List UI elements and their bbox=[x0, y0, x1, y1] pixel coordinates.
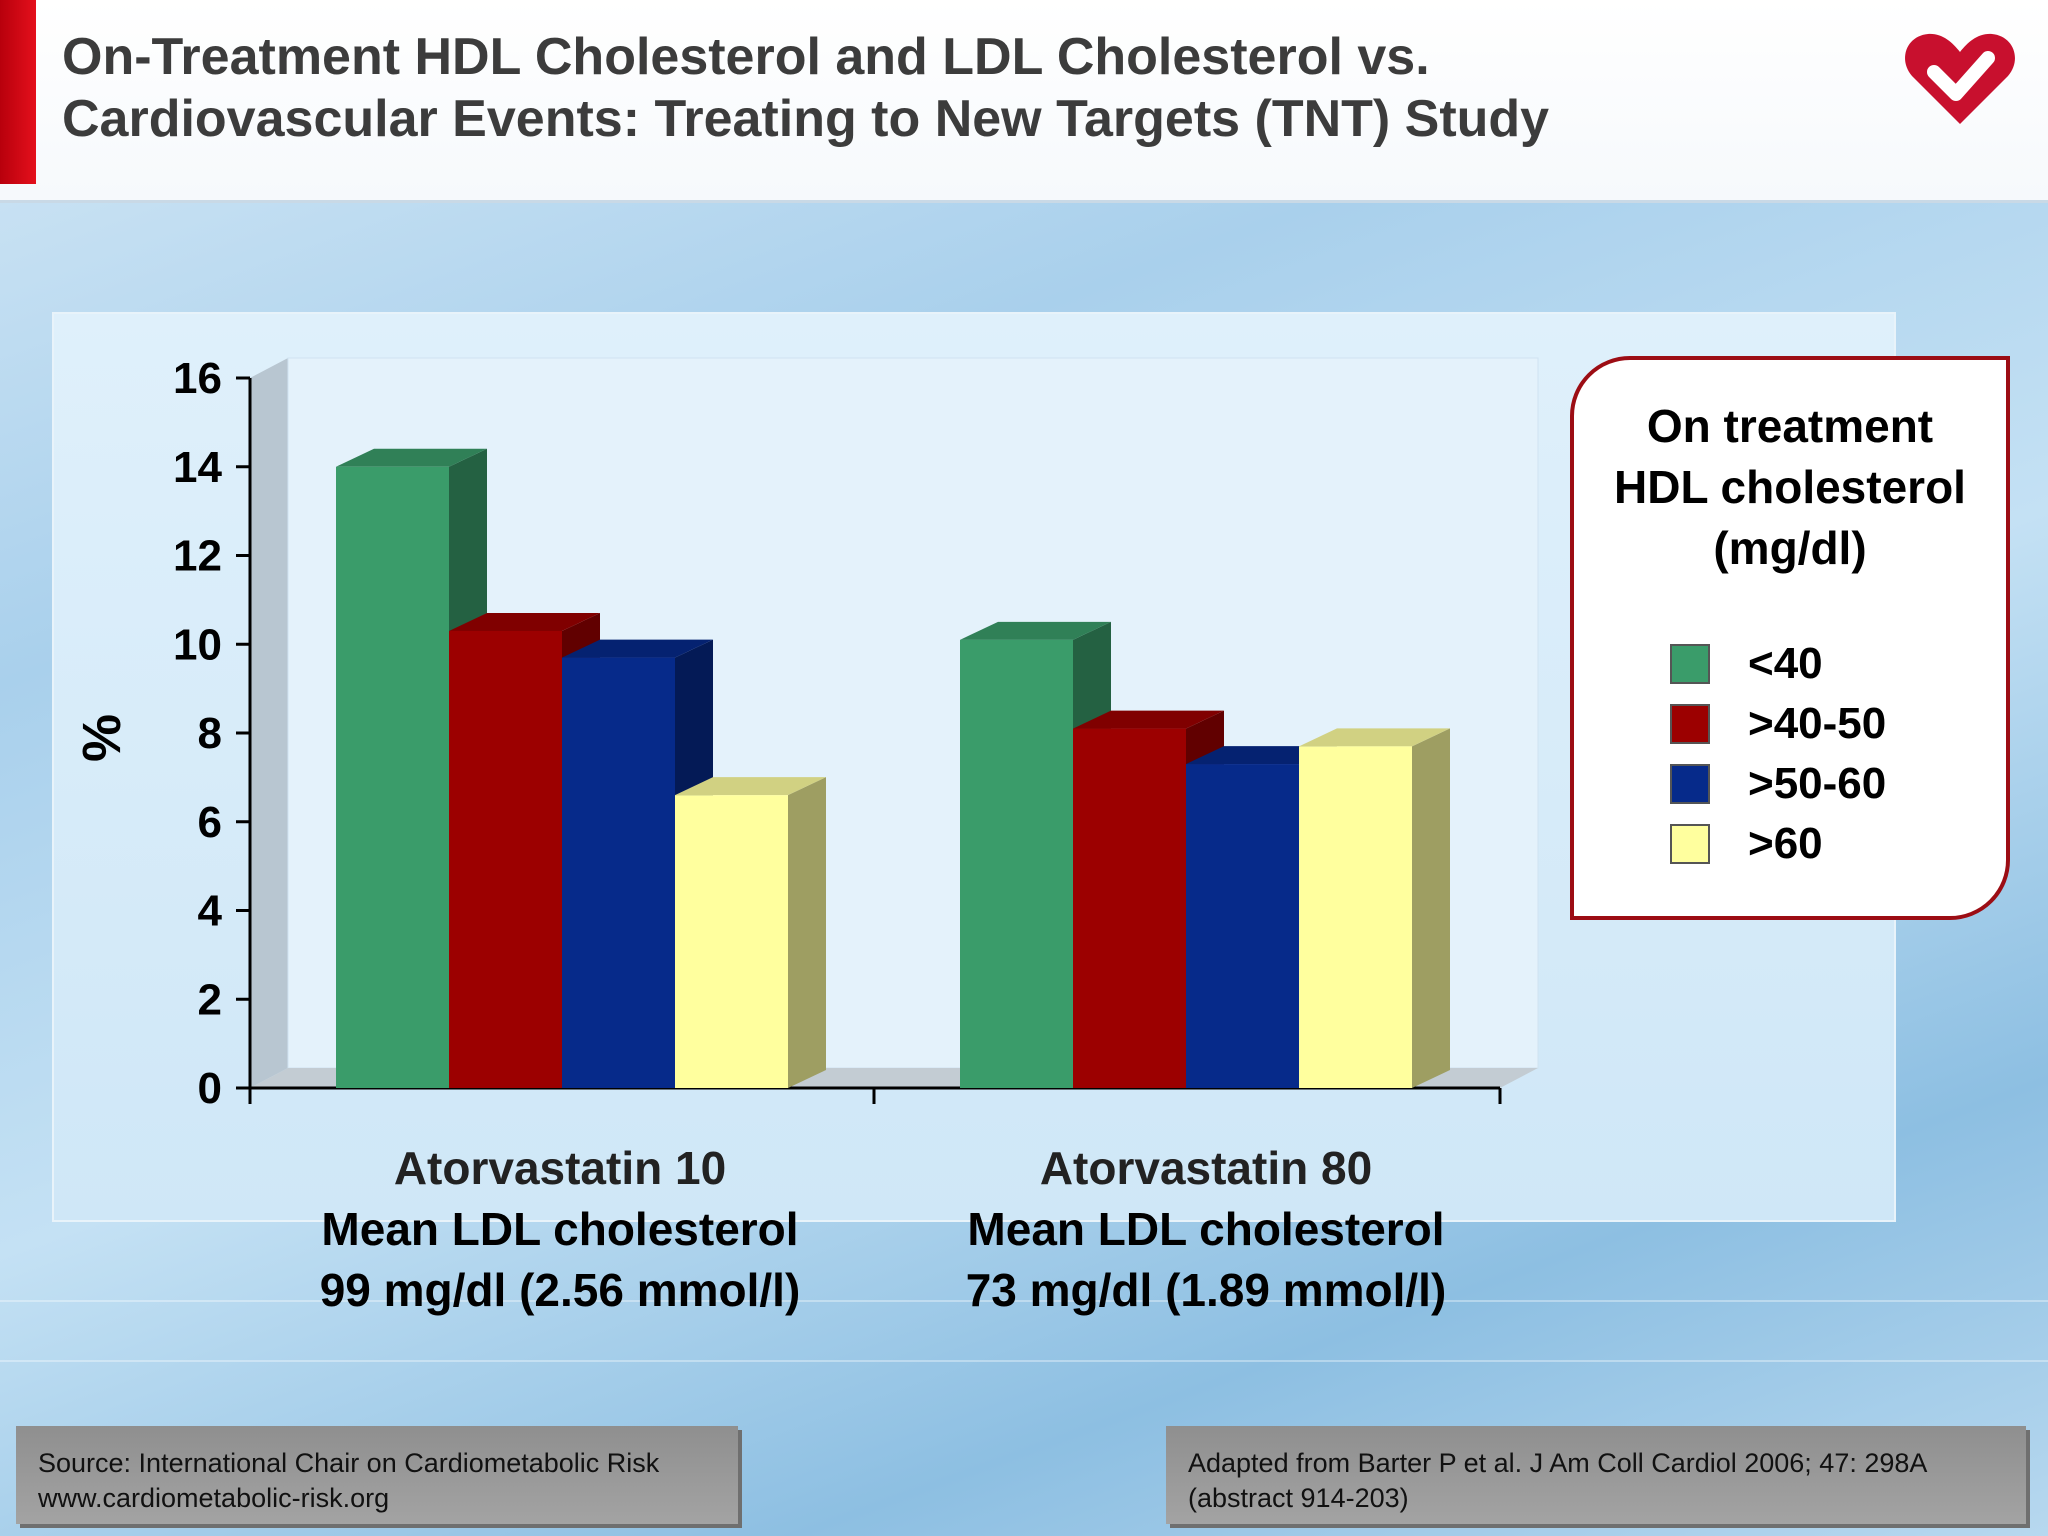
source-line1: Source: International Chair on Cardiomet… bbox=[38, 1448, 660, 1478]
heart-check-icon bbox=[1905, 33, 2015, 124]
source-footnote: Source: International Chair on Cardiomet… bbox=[16, 1426, 738, 1524]
background-decoration bbox=[0, 1300, 2048, 1302]
category-label-line1: Atorvastatin 80 bbox=[1039, 1142, 1373, 1194]
category-label-atorvastatin-80: Atorvastatin 80 Mean LDL cholesterol 73 … bbox=[896, 1138, 1516, 1321]
bar-top bbox=[960, 621, 1111, 640]
chart-legend: On treatment HDL cholesterol (mg/dl) <40… bbox=[1570, 356, 2010, 920]
y-tick-label: 4 bbox=[198, 887, 223, 936]
y-tick-label: 2 bbox=[198, 975, 222, 1024]
bar bbox=[562, 657, 675, 1088]
reference-line1: Adapted from Barter P et al. J Am Coll C… bbox=[1188, 1448, 1928, 1478]
category-label-line3: 73 mg/dl (1.89 mmol/l) bbox=[965, 1264, 1447, 1316]
bar-top bbox=[336, 448, 487, 467]
bar-top bbox=[449, 612, 600, 631]
legend-label: >50-60 bbox=[1748, 759, 1887, 808]
bar-top bbox=[675, 777, 826, 796]
y-tick-label: 8 bbox=[198, 709, 222, 758]
bar bbox=[1186, 764, 1299, 1088]
bar bbox=[960, 639, 1073, 1088]
category-label-line2: Mean LDL cholesterol bbox=[321, 1203, 799, 1255]
legend-swatch-green bbox=[1670, 644, 1710, 684]
bar-top bbox=[1073, 710, 1224, 729]
y-axis-title: % bbox=[72, 714, 132, 763]
legend-label: <40 bbox=[1748, 639, 1823, 688]
reference-line2: (abstract 914-203) bbox=[1188, 1483, 1409, 1513]
legend-swatch-yellow bbox=[1670, 824, 1710, 864]
bar-top bbox=[1299, 728, 1450, 747]
y-tick-label: 6 bbox=[198, 798, 222, 847]
y-tick-label: 12 bbox=[173, 532, 222, 581]
category-label-line1: Atorvastatin 10 bbox=[393, 1142, 727, 1194]
category-label-atorvastatin-10: Atorvastatin 10 Mean LDL cholesterol 99 … bbox=[250, 1138, 870, 1321]
category-label-line3: 99 mg/dl (2.56 mmol/l) bbox=[319, 1264, 801, 1316]
bar bbox=[675, 795, 788, 1088]
background-decoration bbox=[0, 1360, 2048, 1362]
bar bbox=[336, 466, 449, 1088]
y-tick-label: 0 bbox=[198, 1064, 222, 1113]
legend-title-line1: On treatment bbox=[1646, 400, 1934, 452]
legend-label: >40-50 bbox=[1748, 699, 1887, 748]
legend-title-line3: (mg/dl) bbox=[1713, 522, 1867, 574]
bar bbox=[1299, 746, 1412, 1088]
y-tick-label: 16 bbox=[173, 354, 222, 403]
bar-top bbox=[562, 639, 713, 658]
header-accent-bar bbox=[0, 0, 36, 184]
y-tick-label: 10 bbox=[173, 620, 222, 669]
slide-title: On-Treatment HDL Cholesterol and LDL Cho… bbox=[62, 26, 1622, 150]
slide-header: On-Treatment HDL Cholesterol and LDL Cho… bbox=[0, 0, 2048, 203]
legend-swatch-red bbox=[1670, 704, 1710, 744]
legend-title-line2: HDL cholesterol bbox=[1614, 461, 1966, 513]
legend-label: >60 bbox=[1748, 819, 1823, 868]
legend-swatch-blue bbox=[1670, 764, 1710, 804]
bar bbox=[449, 630, 562, 1088]
bar bbox=[1073, 728, 1186, 1088]
bar-side bbox=[788, 777, 826, 1088]
y-tick-label: 14 bbox=[173, 443, 222, 492]
legend-title: On treatment HDL cholesterol (mg/dl) bbox=[1574, 396, 2006, 579]
slide-title-line2: Cardiovascular Events: Treating to New T… bbox=[62, 90, 1550, 148]
category-label-line2: Mean LDL cholesterol bbox=[967, 1203, 1445, 1255]
bar-side bbox=[1412, 728, 1450, 1088]
plot-side-wall bbox=[250, 358, 288, 1088]
source-url: www.cardiometabolic-risk.org bbox=[38, 1483, 390, 1513]
slide-title-line1: On-Treatment HDL Cholesterol and LDL Cho… bbox=[62, 28, 1430, 86]
reference-footnote: Adapted from Barter P et al. J Am Coll C… bbox=[1166, 1426, 2026, 1524]
